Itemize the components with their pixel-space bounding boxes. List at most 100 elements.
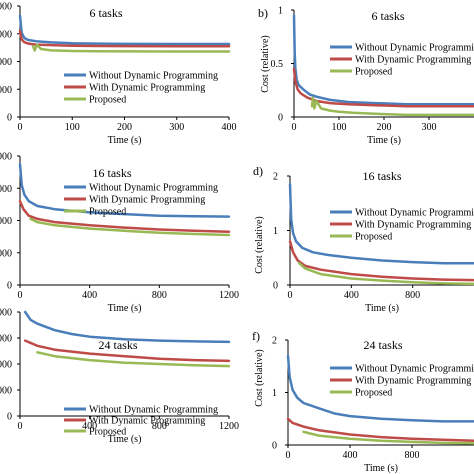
- x-axis-label: Time (s): [367, 135, 401, 146]
- x-tick-label: 100: [332, 122, 347, 133]
- y-tick-label: 000: [0, 386, 12, 397]
- series-line-2: [292, 67, 474, 108]
- x-axis-label: Time (s): [108, 434, 142, 445]
- y-tick-label: 000: [0, 29, 12, 40]
- x-tick-label: 0: [18, 421, 23, 432]
- y-tick-label: 000: [0, 2, 12, 13]
- panel-letter: d): [253, 164, 263, 178]
- x-tick-label: 1200: [219, 421, 239, 432]
- series-line-3: [310, 96, 474, 117]
- series-line-1: [23, 310, 231, 344]
- chart-panel-1: 01002003004000000000000000Time (s)6 task…: [0, 2, 237, 147]
- legend-label: Proposed: [89, 427, 126, 438]
- chart-panel-5: 040080012000000000000000Time (s)24 tasks…: [0, 308, 239, 446]
- series-line-2: [288, 240, 474, 282]
- x-axis-label: Time (s): [365, 303, 399, 314]
- y-axis-label: Cost (relative): [254, 349, 265, 406]
- x-tick-label: 100: [65, 122, 80, 133]
- legend-label: Proposed: [89, 95, 126, 106]
- legend-label: Proposed: [89, 207, 126, 218]
- legend-label: Without Dynamic Programming: [89, 405, 218, 416]
- y-tick-label: 0: [7, 113, 12, 124]
- series-line-1: [286, 354, 474, 423]
- x-tick-label: 0: [288, 290, 293, 301]
- chart-panel-3: 040080012000000000000000Time (s)16 tasks…: [0, 152, 239, 315]
- series-line-3: [297, 261, 474, 286]
- series-line-1: [18, 162, 231, 218]
- x-tick-label: 400: [343, 450, 358, 461]
- legend-label: With Dynamic Programming: [355, 376, 471, 387]
- panel-letter: b): [258, 6, 268, 20]
- y-axis-label: Cost (relative): [254, 216, 265, 273]
- y-axis-label: Cost (relative): [260, 35, 271, 92]
- series-line-3: [31, 43, 231, 53]
- x-axis-label: Time (s): [108, 303, 142, 314]
- legend-label: Without Dynamic Programming: [355, 364, 474, 375]
- legend-label: With Dynamic Programming: [355, 220, 471, 231]
- x-tick-label: 400: [82, 290, 97, 301]
- x-tick-label: 400: [344, 290, 359, 301]
- x-tick-label: 400: [82, 421, 97, 432]
- x-axis-label: Time (s): [364, 463, 398, 474]
- y-tick-label: 000: [0, 85, 12, 96]
- panel-title: 24 tasks: [364, 338, 403, 352]
- x-tick-label: 0: [18, 122, 23, 133]
- legend-label: With Dynamic Programming: [355, 55, 471, 66]
- series-line-1: [288, 182, 474, 265]
- x-axis-label: Time (s): [108, 135, 142, 146]
- panel-title: 16 tasks: [93, 166, 132, 180]
- y-tick-label: 000: [0, 334, 12, 345]
- x-tick-label: 800: [152, 421, 167, 432]
- x-tick-label: 200: [117, 122, 132, 133]
- legend-label: With Dynamic Programming: [89, 195, 205, 206]
- legend-label: Proposed: [355, 388, 392, 399]
- y-tick-label: 0: [7, 281, 12, 292]
- panel-title: 6 tasks: [372, 9, 405, 23]
- y-tick-label: 000: [0, 216, 12, 227]
- x-tick-label: 200: [377, 122, 392, 133]
- series-line-3: [29, 217, 231, 237]
- x-tick-label: 0: [18, 290, 23, 301]
- y-tick-label: 2: [272, 336, 277, 347]
- legend-label: Proposed: [355, 232, 392, 243]
- series-line-2: [23, 339, 231, 363]
- series-line-1: [292, 14, 474, 106]
- panel-letter: f): [252, 329, 260, 343]
- y-tick-label: 0: [278, 113, 283, 124]
- x-tick-label: 400: [222, 122, 237, 133]
- series-line-3: [36, 351, 231, 368]
- y-tick-label: 1: [278, 6, 283, 17]
- legend-label: With Dynamic Programming: [89, 83, 205, 94]
- y-tick-label: 2: [273, 172, 278, 183]
- legend-label: Without Dynamic Programming: [355, 208, 474, 219]
- y-tick-label: 0: [272, 441, 277, 452]
- x-tick-label: 800: [405, 290, 420, 301]
- legend-label: Without Dynamic Programming: [89, 71, 218, 82]
- y-tick-label: 1: [272, 388, 277, 399]
- y-tick-label: 000: [0, 152, 12, 163]
- legend-label: Proposed: [355, 67, 392, 78]
- panel-title: 6 tasks: [90, 6, 123, 20]
- y-tick-label: 000: [0, 248, 12, 259]
- x-tick-label: 300: [169, 122, 184, 133]
- chart-panel-6: 0 400 800 0 1 2 Time (s) Cost (relative) 24 task…: [252, 329, 474, 474]
- x-tick-label: 0: [292, 122, 297, 133]
- y-tick-label: 0: [7, 412, 12, 423]
- panel-title: 16 tasks: [363, 169, 402, 183]
- legend-label: Without Dynamic Programming: [89, 183, 218, 194]
- y-tick-label: 000: [0, 308, 12, 319]
- series-line-1: [18, 14, 231, 46]
- legend-label: With Dynamic Programming: [89, 416, 205, 427]
- x-tick-label: 300: [422, 122, 437, 133]
- y-tick-label: 000: [0, 184, 12, 195]
- x-tick-label: 800: [405, 450, 420, 461]
- y-tick-label: 0.5: [271, 59, 284, 70]
- series-line-2: [286, 417, 474, 443]
